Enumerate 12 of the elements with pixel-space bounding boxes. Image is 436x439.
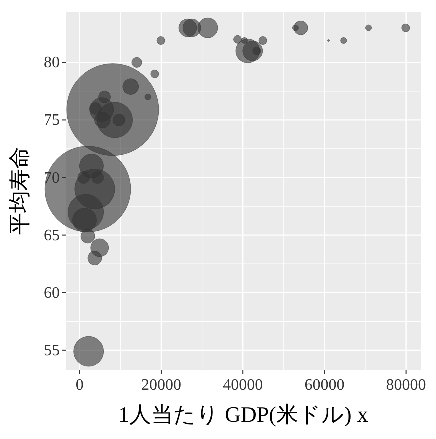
x-tick-label: 80000 [386, 377, 426, 394]
y-axis-title: 平均寿命 [7, 147, 32, 235]
y-tick-label: 80 [44, 54, 60, 72]
y-tick-label: 60 [44, 284, 60, 302]
y-tick-label: 55 [44, 342, 60, 360]
x-axis-title: 1人当たり GDP(米ドル) x [118, 402, 368, 427]
y-tick-label: 65 [44, 227, 60, 244]
x-tick-label: 40000 [223, 377, 264, 394]
x-tick-label: 0 [76, 377, 84, 394]
x-tick-label: 20000 [141, 377, 182, 394]
x-tick-label: 60000 [304, 377, 345, 394]
y-tick-label: 75 [44, 112, 60, 130]
